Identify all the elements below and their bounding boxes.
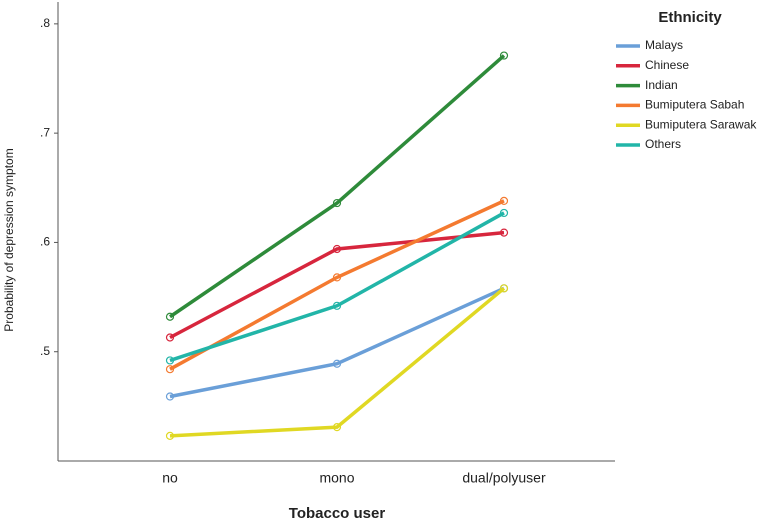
y-tick-label: .8	[40, 16, 50, 30]
point	[165, 312, 175, 321]
point	[165, 356, 175, 365]
series-line	[169, 286, 505, 399]
point	[332, 198, 342, 208]
point	[165, 431, 175, 440]
y-axis-label: Probability of depression symptom	[2, 148, 16, 331]
x-axis-label: Tobacco user	[289, 505, 386, 522]
legend-title: Ethnicity	[658, 9, 722, 26]
legend-label: Others	[645, 137, 681, 151]
point	[499, 284, 509, 293]
series-line	[169, 54, 506, 319]
point	[332, 244, 342, 254]
point	[499, 228, 509, 237]
y-tick-label: .6	[40, 235, 50, 249]
series-line	[169, 230, 505, 340]
point	[332, 273, 342, 282]
series-line	[169, 211, 505, 363]
legend-label: Malays	[645, 38, 683, 52]
point	[499, 196, 509, 205]
series-line	[169, 199, 505, 371]
point	[165, 365, 175, 374]
legend-label: Bumiputera Sarawak	[645, 117, 757, 131]
point	[332, 423, 342, 432]
point	[332, 301, 342, 310]
x-tick-label: no	[162, 470, 178, 486]
x-tick-label: dual/polyuser	[462, 470, 546, 486]
legend-label: Chinese	[645, 58, 689, 72]
series-line	[169, 286, 506, 438]
point	[499, 51, 509, 60]
point	[499, 208, 509, 218]
y-tick-label: .5	[40, 344, 50, 358]
x-tick-label: mono	[319, 470, 354, 486]
legend-label: Indian	[645, 78, 678, 92]
y-tick-label: .7	[40, 125, 50, 139]
point	[332, 359, 342, 368]
point	[165, 392, 175, 401]
point	[165, 333, 175, 342]
legend-label: Bumiputera Sabah	[645, 98, 744, 112]
